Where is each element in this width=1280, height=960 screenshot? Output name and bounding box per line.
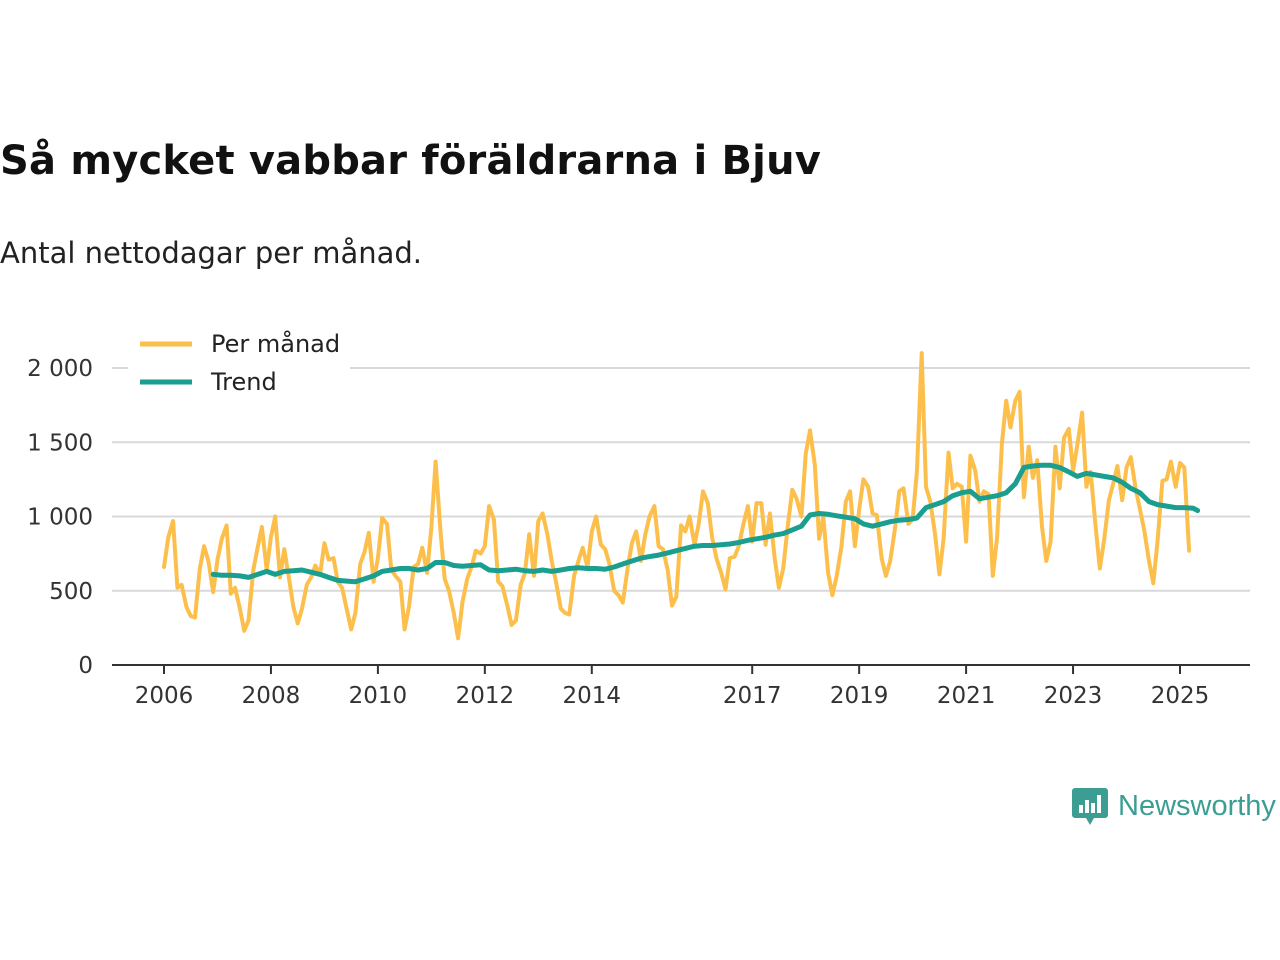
y-tick-label: 1 500	[27, 430, 93, 456]
y-tick-label: 0	[78, 653, 93, 679]
legend: Per månad Trend	[128, 326, 350, 402]
x-tick-label: 2008	[242, 683, 301, 709]
legend-label: Trend	[210, 368, 277, 396]
per-month-line	[162, 351, 1192, 641]
legend-background	[128, 326, 350, 402]
x-tick-label: 2017	[723, 683, 782, 709]
x-tick-label: 2023	[1044, 683, 1103, 709]
series-lines	[162, 351, 1201, 641]
x-tick-label: 2025	[1151, 683, 1210, 709]
x-axis: 2006 2008 2010 2012 2014 2017 2019 2021 2023 2025	[112, 664, 1250, 709]
x-tick-label: 2019	[830, 683, 889, 709]
brand-name: Newsworthy	[1118, 789, 1276, 822]
x-tick-label: 2010	[349, 683, 408, 709]
trend-line	[210, 462, 1201, 585]
grid-lines: 0 500 1 000 1 500 2 000	[27, 356, 1250, 679]
x-tick-label: 2014	[563, 683, 622, 709]
y-tick-label: 1 000	[27, 505, 93, 531]
x-tick-label: 2021	[937, 683, 996, 709]
chart-title: Så mycket vabbar föräldrarna i Bjuv	[0, 138, 822, 184]
newsworthy-icon	[1072, 788, 1108, 825]
chart-subtitle: Antal nettodagar per månad.	[0, 236, 423, 270]
legend-label: Per månad	[211, 329, 340, 358]
x-tick-label: 2012	[456, 683, 515, 709]
brand-logo[interactable]: Newsworthy	[1072, 786, 1276, 826]
y-tick-label: 2 000	[27, 356, 93, 382]
x-tick-label: 2006	[135, 683, 194, 709]
y-tick-label: 500	[49, 579, 93, 605]
